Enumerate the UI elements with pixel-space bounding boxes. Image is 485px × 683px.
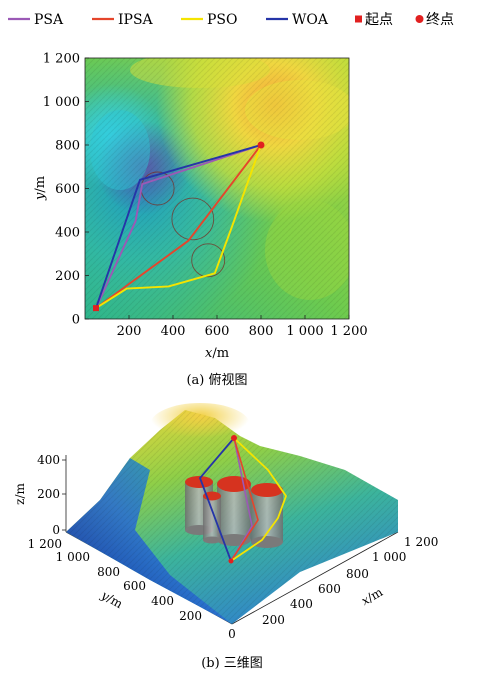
legend-item: WOA [266,12,329,28]
y-tick-label: 200 [179,609,202,623]
x-tick-label: 200 [117,324,142,339]
panel-a-top-view: 200 400 600 800 1 000 1 200 0 200 400 600 800 1 00… [33,52,368,389]
path-3d-ipsa [230,437,259,562]
y-tick-label: 600 [123,579,146,593]
y-tick-label: 1 000 [43,95,80,110]
z-tick-label: 400 [37,453,60,467]
path-woa [95,144,262,309]
x-tick-label: 1 000 [286,324,323,339]
obstacle-circle [191,243,226,278]
legend-item: PSO [181,12,238,28]
panel-b-caption: (b) 三维图 [201,656,263,671]
x-tick-label: 200 [262,613,285,627]
x-axis-label: x/m [205,346,229,361]
x-axis-ticks: 200 400 600 800 1 000 1 200 [117,315,368,339]
legend-item: PSA [8,12,64,28]
y-axis-label: y/m [33,176,48,201]
end-marker-3d [231,435,237,441]
z-tick-label: 0 [52,523,60,537]
y-axis-ticks-3d: 1 200 1 000 800 600 400 200 [28,537,202,623]
z-axis-ticks: 400 200 0 [37,453,66,537]
obstacle-cylinders [185,476,283,548]
obstacle-cylinder [203,491,221,544]
paths-3d [198,435,288,564]
y-tick-label: 1 200 [28,537,62,551]
y-tick-label: 800 [97,565,120,579]
x-tick-label: 400 [161,324,186,339]
y-tick-label: 800 [55,139,80,154]
legend: PSA IPSA PSO WOA 起点 终点 [8,12,454,28]
x-tick-label: 400 [290,597,313,611]
x-tick-label: 1 000 [372,550,406,564]
start-end-markers [93,141,265,312]
legend-label: PSO [207,12,238,28]
start-marker [93,305,99,312]
legend-swatch-end [415,15,424,23]
path-3d-pso [230,437,288,562]
legend-swatch-start [355,15,362,23]
y-tick-label: 400 [55,226,80,241]
x-axis-ticks-3d: 0 200 400 600 800 1 000 1 200 [228,535,438,641]
paths [95,144,262,309]
legend-label: PSA [34,12,64,28]
z-axis-label: z/m [13,483,27,505]
legend-label: 起点 [365,12,393,28]
path-psa [95,144,262,309]
x-axis-line [231,531,399,625]
obstacle-circles [140,171,226,278]
y-tick-label: 0 [72,313,80,328]
y-axis-ticks: 0 200 400 600 800 1 000 1 200 [43,52,89,328]
legend-label: WOA [292,12,329,28]
path-3d-woa [198,437,235,562]
z-tick-label: 200 [37,487,60,501]
end-marker [257,141,265,149]
obstacle-cylinder [217,476,251,546]
y-tick-label: 1 000 [56,550,90,564]
x-tick-label: 1 200 [330,324,367,339]
path-pso [95,144,262,309]
y-tick-label: 400 [151,594,174,608]
legend-label: IPSA [118,12,154,28]
x-tick-label: 600 [205,324,230,339]
y-tick-label: 600 [55,182,80,197]
panel-b-3d-view: 400 200 0 z/m 1 200 1 000 800 600 400 20… [13,403,438,671]
legend-item: 起点 [355,12,393,28]
path-ipsa [95,144,262,309]
x-tick-label: 800 [249,324,274,339]
legend-label: 终点 [426,12,454,28]
y-tick-label: 1 200 [43,52,80,67]
x-tick-label: 800 [346,567,369,581]
x-tick-label: 600 [318,582,341,596]
obstacle-circle [171,197,215,241]
y-tick-label: 200 [55,269,80,284]
x-tick-label: 0 [228,627,236,641]
legend-item: IPSA [92,12,154,28]
x-axis-label-3d: x/m [359,585,386,609]
y-axis-label-3d: y/m [98,587,126,611]
legend-item: 终点 [415,12,454,28]
terrain-heatmap [85,58,349,319]
start-marker-3d [228,558,234,564]
panel-a-caption: (a) 俯视图 [186,372,247,388]
x-tick-label: 1 200 [404,535,438,549]
